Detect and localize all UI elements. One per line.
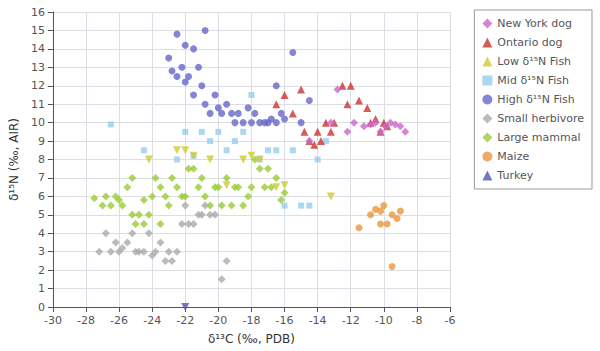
svg-text:-14: -14 bbox=[309, 314, 327, 327]
svg-text:9: 9 bbox=[38, 135, 45, 148]
svg-text:Turkey: Turkey bbox=[496, 169, 533, 182]
svg-text:3: 3 bbox=[38, 245, 45, 258]
svg-text:δ¹³C (‰, PDB): δ¹³C (‰, PDB) bbox=[208, 332, 295, 346]
svg-text:-20: -20 bbox=[209, 314, 227, 327]
svg-text:2: 2 bbox=[38, 264, 45, 277]
svg-text:11: 11 bbox=[31, 98, 45, 111]
svg-text:13: 13 bbox=[31, 61, 45, 74]
svg-text:High δ¹⁵N Fish: High δ¹⁵N Fish bbox=[497, 93, 574, 106]
svg-text:-16: -16 bbox=[276, 314, 294, 327]
svg-text:8: 8 bbox=[38, 153, 45, 166]
svg-text:Large mammal: Large mammal bbox=[497, 131, 580, 144]
svg-text:New York dog: New York dog bbox=[497, 17, 572, 30]
svg-text:-18: -18 bbox=[242, 314, 260, 327]
svg-text:7: 7 bbox=[38, 171, 45, 184]
svg-text:0: 0 bbox=[38, 301, 45, 314]
svg-text:16: 16 bbox=[31, 6, 45, 19]
svg-text:Maize: Maize bbox=[497, 150, 529, 163]
svg-text:-28: -28 bbox=[77, 314, 95, 327]
svg-text:-22: -22 bbox=[176, 314, 194, 327]
svg-text:-26: -26 bbox=[110, 314, 128, 327]
svg-text:14: 14 bbox=[31, 42, 45, 55]
svg-text:4: 4 bbox=[38, 227, 45, 240]
svg-text:6: 6 bbox=[38, 190, 45, 203]
svg-text:Low δ¹⁵N Fish: Low δ¹⁵N Fish bbox=[497, 55, 571, 68]
svg-text:-12: -12 bbox=[342, 314, 360, 327]
svg-text:Small herbivore: Small herbivore bbox=[497, 112, 584, 125]
svg-text:-6: -6 bbox=[445, 314, 456, 327]
svg-text:12: 12 bbox=[31, 79, 45, 92]
svg-text:δ¹⁵N (‰, AIR): δ¹⁵N (‰, AIR) bbox=[7, 118, 21, 201]
svg-text:-8: -8 bbox=[411, 314, 422, 327]
svg-text:-30: -30 bbox=[44, 314, 62, 327]
svg-text:-24: -24 bbox=[143, 314, 161, 327]
svg-text:15: 15 bbox=[31, 24, 45, 37]
svg-text:5: 5 bbox=[38, 208, 45, 221]
svg-text:-10: -10 bbox=[375, 314, 393, 327]
svg-text:1: 1 bbox=[38, 282, 45, 295]
svg-text:10: 10 bbox=[31, 116, 45, 129]
svg-text:Ontario dog: Ontario dog bbox=[497, 36, 562, 49]
svg-text:Mid δ¹⁵N Fish: Mid δ¹⁵N Fish bbox=[497, 74, 569, 87]
